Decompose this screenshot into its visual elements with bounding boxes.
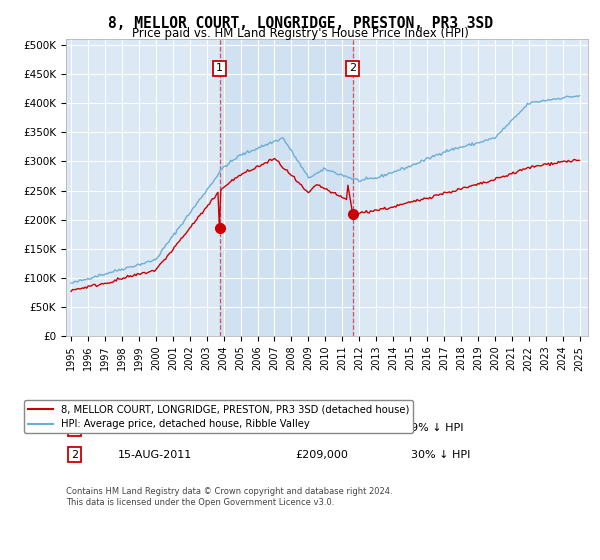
Text: 8, MELLOR COURT, LONGRIDGE, PRESTON, PR3 3SD: 8, MELLOR COURT, LONGRIDGE, PRESTON, PR3…: [107, 16, 493, 31]
Text: 9% ↓ HPI: 9% ↓ HPI: [410, 423, 463, 433]
Text: £209,000: £209,000: [296, 450, 349, 460]
Text: 15-AUG-2011: 15-AUG-2011: [118, 450, 193, 460]
Text: Contains HM Land Registry data © Crown copyright and database right 2024.
This d: Contains HM Land Registry data © Crown c…: [66, 487, 392, 507]
Text: 30% ↓ HPI: 30% ↓ HPI: [410, 450, 470, 460]
Text: 2: 2: [71, 450, 79, 460]
Text: Price paid vs. HM Land Registry's House Price Index (HPI): Price paid vs. HM Land Registry's House …: [131, 27, 469, 40]
Bar: [220, 39, 353, 336]
Text: 1: 1: [71, 423, 78, 433]
Text: £185,000: £185,000: [296, 423, 349, 433]
Legend: 8, MELLOR COURT, LONGRIDGE, PRESTON, PR3 3SD (detached house), HPI: Average pric: 8, MELLOR COURT, LONGRIDGE, PRESTON, PR3…: [24, 400, 413, 433]
Text: 1: 1: [216, 63, 223, 73]
Text: 2: 2: [349, 63, 356, 73]
Text: 06-OCT-2003: 06-OCT-2003: [118, 423, 191, 433]
